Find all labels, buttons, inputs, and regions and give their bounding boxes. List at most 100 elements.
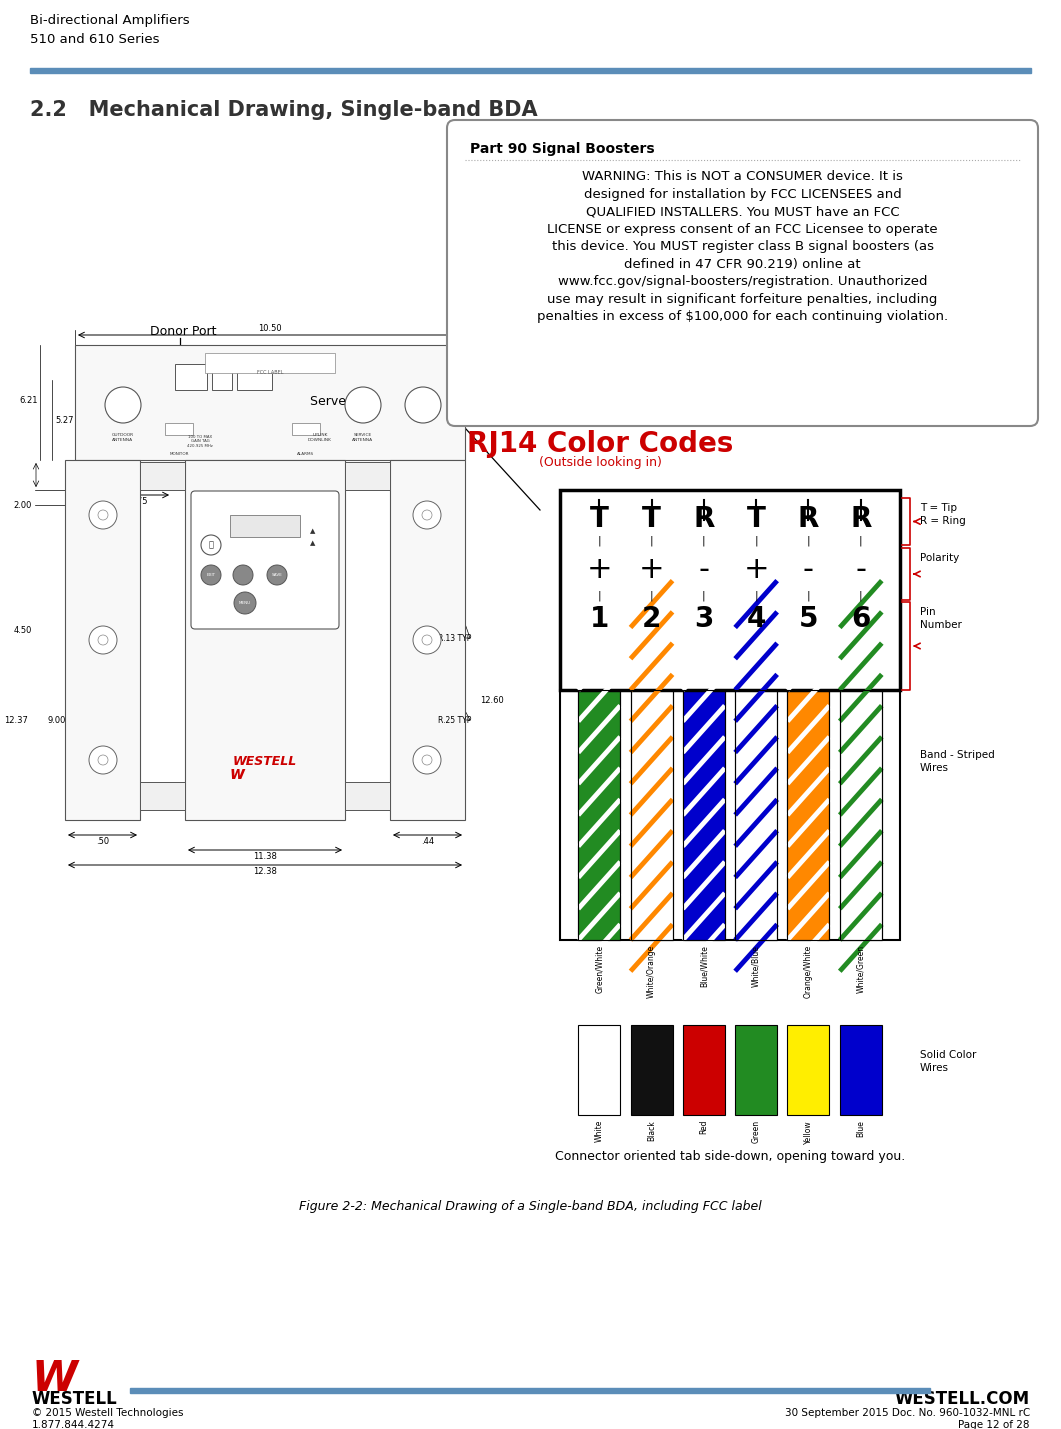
Text: T = Tip
R = Ring: T = Tip R = Ring	[920, 503, 966, 526]
Text: 30 September 2015 Doc. No. 960-1032-MNL rC: 30 September 2015 Doc. No. 960-1032-MNL …	[785, 1408, 1030, 1418]
Text: Pin
Number: Pin Number	[920, 607, 962, 630]
Text: Polarity: Polarity	[920, 553, 959, 563]
Text: 6: 6	[851, 604, 870, 633]
Bar	[735, 690, 777, 940]
Text: MONITOR: MONITOR	[170, 452, 189, 456]
Bar	[630, 1025, 673, 1115]
Text: Black: Black	[647, 1120, 656, 1140]
Text: 5: 5	[799, 604, 818, 633]
Text: White/Blue: White/Blue	[751, 945, 761, 987]
Text: 100 TO MAX
GAIN TAG
420-925 MHz: 100 TO MAX GAIN TAG 420-925 MHz	[187, 434, 213, 447]
Text: R.25 TYP: R.25 TYP	[438, 716, 471, 725]
Circle shape	[345, 387, 381, 423]
Bar	[735, 690, 777, 940]
Bar	[345, 462, 390, 490]
Text: Part 90 Signal Boosters: Part 90 Signal Boosters	[470, 141, 655, 156]
Text: Donor Port: Donor Port	[150, 324, 216, 339]
Bar	[787, 690, 830, 940]
Text: 1.877.844.4274: 1.877.844.4274	[32, 1420, 115, 1429]
Circle shape	[234, 592, 256, 614]
Text: Blue/White: Blue/White	[699, 945, 709, 987]
Text: Connector oriented tab side-down, opening toward you.: Connector oriented tab side-down, openin…	[555, 1150, 905, 1163]
Text: T: T	[747, 504, 766, 533]
Text: |: |	[754, 534, 758, 546]
Text: Bi-directional Amplifiers: Bi-directional Amplifiers	[30, 14, 190, 27]
Text: -: -	[803, 554, 814, 584]
Text: 12.60: 12.60	[480, 696, 504, 704]
Circle shape	[267, 564, 286, 584]
Bar	[140, 782, 185, 810]
Bar	[237, 364, 272, 390]
Text: R: R	[850, 504, 871, 533]
Text: +: +	[744, 554, 769, 584]
Text: 12.38: 12.38	[254, 867, 277, 876]
Bar	[65, 460, 140, 820]
Bar	[292, 423, 320, 434]
Text: 9.00: 9.00	[48, 716, 67, 725]
Text: -: -	[855, 554, 866, 584]
Text: 10.50: 10.50	[258, 324, 282, 333]
Bar	[345, 782, 390, 810]
Text: SERVICE
ANTENNA: SERVICE ANTENNA	[352, 433, 373, 442]
Text: Page 12 of 28: Page 12 of 28	[958, 1420, 1030, 1429]
Bar	[175, 364, 207, 390]
Text: 1: 1	[590, 604, 609, 633]
Text: Figure 2-2: Mechanical Drawing of a Single-band BDA, including FCC label: Figure 2-2: Mechanical Drawing of a Sing…	[298, 1200, 762, 1213]
Text: |: |	[649, 590, 654, 600]
Bar	[560, 690, 900, 940]
Text: 2.00: 2.00	[14, 500, 32, 510]
Bar	[787, 1025, 830, 1115]
Bar	[390, 460, 465, 820]
Bar	[787, 690, 830, 940]
Bar	[683, 1025, 725, 1115]
Text: T: T	[642, 504, 661, 533]
Text: Blue: Blue	[856, 1120, 866, 1137]
Circle shape	[422, 510, 432, 520]
Text: White: White	[595, 1120, 604, 1142]
Text: R: R	[693, 504, 714, 533]
Text: .62: .62	[114, 512, 126, 522]
Text: 1.75: 1.75	[129, 497, 147, 506]
Text: RJ14 Color Codes: RJ14 Color Codes	[467, 430, 733, 459]
Bar	[212, 364, 232, 390]
Text: 5.27: 5.27	[55, 416, 73, 424]
Text: |: |	[754, 590, 758, 600]
Circle shape	[201, 534, 221, 554]
Text: 2.2   Mechanical Drawing, Single-band BDA: 2.2 Mechanical Drawing, Single-band BDA	[30, 100, 538, 120]
Text: WESTELL: WESTELL	[32, 1390, 118, 1408]
Text: SAVE: SAVE	[272, 573, 282, 577]
Text: ⏻: ⏻	[209, 540, 213, 550]
Text: R: R	[798, 504, 819, 533]
Text: 6.21: 6.21	[19, 396, 38, 404]
Bar	[578, 690, 621, 940]
Text: WESTELL.COM: WESTELL.COM	[894, 1390, 1030, 1408]
Text: -: -	[698, 554, 710, 584]
Text: 2: 2	[642, 604, 661, 633]
Text: Green/White: Green/White	[595, 945, 604, 993]
FancyBboxPatch shape	[447, 120, 1038, 426]
Text: FCC LABEL: FCC LABEL	[257, 370, 283, 374]
Bar	[578, 690, 621, 940]
Bar	[630, 690, 673, 940]
Text: Red: Red	[699, 1120, 709, 1135]
Text: Band - Striped
Wires: Band - Striped Wires	[920, 750, 995, 773]
FancyBboxPatch shape	[191, 492, 340, 629]
Text: White/Green: White/Green	[856, 945, 866, 993]
Bar	[30, 69, 1031, 73]
Bar	[839, 1025, 882, 1115]
Circle shape	[98, 510, 108, 520]
Text: (Outside looking in): (Outside looking in)	[539, 456, 661, 469]
Text: |: |	[859, 590, 863, 600]
Text: Yellow: Yellow	[804, 1120, 813, 1143]
Text: 8.75: 8.75	[246, 480, 264, 489]
Circle shape	[89, 626, 117, 654]
Text: 4: 4	[747, 604, 766, 633]
Text: ▲: ▲	[310, 540, 315, 546]
Text: |: |	[597, 590, 601, 600]
Bar	[630, 690, 673, 940]
Text: +: +	[639, 554, 664, 584]
Text: UPLINK
DOWNLINK: UPLINK DOWNLINK	[308, 433, 332, 442]
Text: |: |	[806, 534, 811, 546]
Bar	[839, 690, 882, 940]
Text: Orange/White: Orange/White	[804, 945, 813, 999]
